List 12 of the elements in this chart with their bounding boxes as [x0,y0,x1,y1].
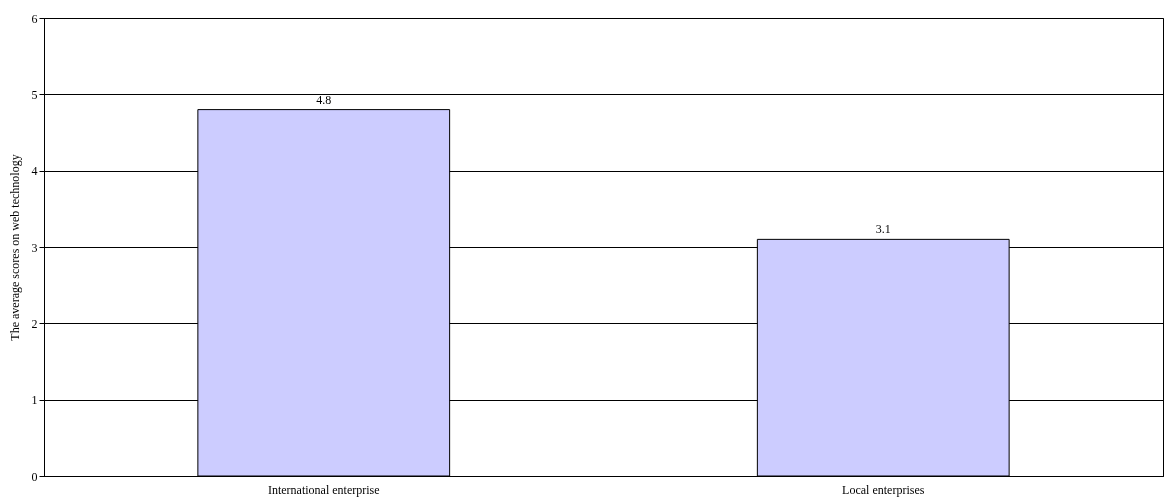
y-tick-label: 3 [31,240,38,255]
y-tick-label: 1 [31,393,38,408]
data-label: 4.8 [316,92,332,107]
y-tick-label: 5 [31,87,38,102]
x-tick-label: International enterprise [267,482,380,497]
y-tick-label: 0 [31,469,38,484]
y-tick-label: 2 [31,316,38,331]
x-tick-label: Local enterprises [842,482,925,497]
y-tick-label: 6 [31,11,38,26]
y-tick-label: 4 [31,164,38,179]
data-label: 3.1 [875,222,891,237]
y-axis-title: The average scores on web technology [7,154,22,341]
